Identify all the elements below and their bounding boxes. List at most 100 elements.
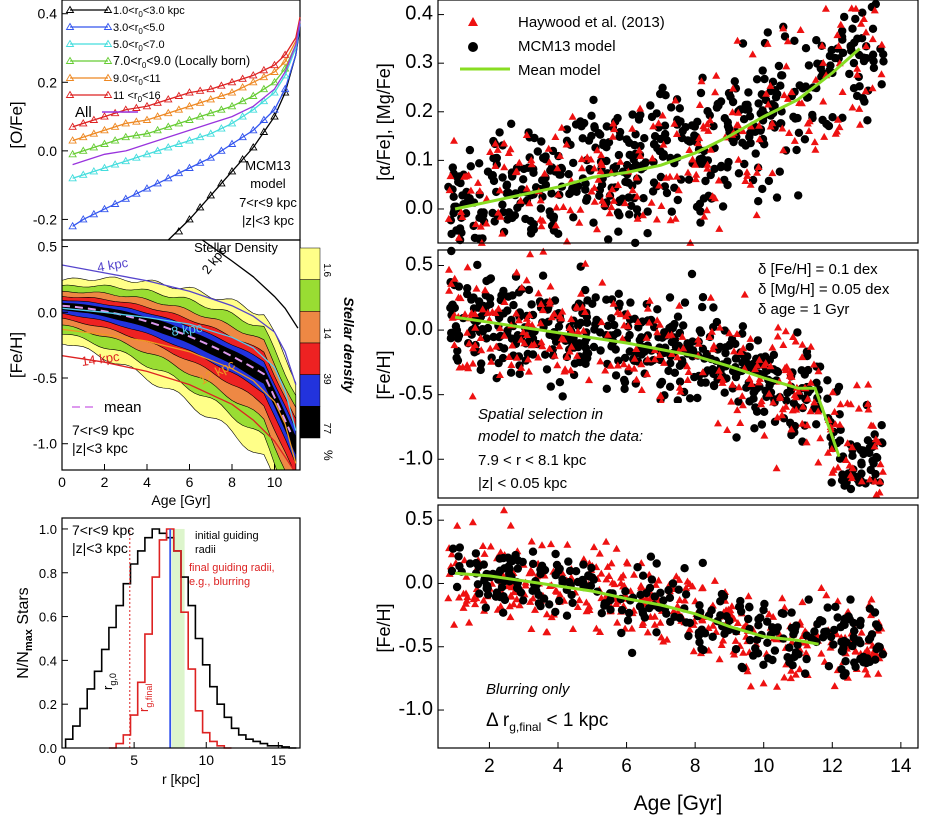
point-mcm13: [625, 347, 634, 356]
ofe-marker-5: [206, 84, 216, 93]
point-mcm13: [732, 433, 741, 442]
point-haywood: [824, 448, 832, 456]
ofe-marker-4: [185, 101, 194, 110]
point-haywood: [764, 100, 773, 108]
density-y-ticklabel-0: -1.0: [33, 436, 57, 452]
point-mcm13: [646, 101, 655, 110]
point-haywood: [602, 537, 611, 545]
ofe-marker-1: [195, 158, 205, 166]
point-mcm13: [628, 110, 637, 119]
point-mcm13: [812, 420, 821, 429]
point-haywood: [863, 670, 872, 678]
ofe-legend-rest-1: <5.0: [143, 22, 165, 34]
point-haywood: [675, 301, 684, 309]
point-haywood: [638, 211, 647, 219]
point-haywood: [655, 181, 664, 189]
ofe-legend-sub-1: 0: [138, 27, 143, 36]
ofe-marker-3: [227, 101, 237, 110]
alpha-ylabel: [α/Fe], [Mg/Fe]: [374, 63, 394, 180]
point-haywood: [857, 19, 866, 27]
ofe-marker-5: [238, 74, 247, 82]
point-haywood: [450, 341, 459, 349]
point-mcm13: [499, 553, 508, 563]
ofe-annot-line3: 7<r<9 kpc: [239, 195, 297, 210]
ofe-marker-4: [78, 132, 88, 141]
ofe-marker-1: [153, 179, 162, 187]
point-haywood: [765, 389, 774, 397]
point-haywood: [477, 238, 486, 246]
point-mcm13: [485, 300, 495, 309]
point-mcm13: [662, 136, 672, 145]
point-haywood: [552, 203, 561, 211]
colorbar-cell-2: [299, 311, 321, 344]
point-haywood: [598, 278, 607, 286]
ofe-series: [68, 16, 301, 241]
hist-y-ticklabel-5: 1.0: [39, 522, 57, 537]
colorbar-ticklabel-2: 39: [321, 373, 332, 385]
point-haywood: [832, 127, 841, 135]
point-mcm13: [758, 184, 767, 194]
density-bands: [62, 276, 297, 470]
point-haywood: [836, 400, 845, 408]
point-mcm13: [665, 382, 675, 391]
hist-legend-black-2: radii: [195, 544, 216, 556]
point-haywood: [537, 222, 546, 230]
point-haywood: [746, 122, 755, 130]
panel-feh-spatial: -1.0 -0.5 0.0 0.5 [Fe/H] δ [Fe/H] = 0.1 dex…: [374, 246, 919, 499]
point-mcm13: [738, 663, 747, 673]
ofe-annot-line4: |z|<3 kpc: [242, 213, 294, 228]
point-mcm13: [714, 101, 723, 110]
point-haywood: [592, 624, 601, 632]
hist-rgfinal-main: r: [136, 707, 151, 712]
point-haywood: [525, 199, 534, 207]
point-haywood: [450, 274, 459, 282]
ofe-annot-line2: model: [250, 176, 286, 191]
point-mcm13: [554, 322, 564, 331]
point-haywood: [643, 355, 652, 363]
point-mcm13: [683, 136, 692, 145]
point-haywood: [512, 268, 521, 276]
density-region-line1: 7<r<9 kpc: [72, 422, 134, 438]
point-mcm13: [667, 103, 676, 112]
blurring-ticks: -1.0 -0.5 0.0 0.5 2 4 6 8 10 12 14: [399, 508, 912, 777]
point-mcm13: [523, 349, 532, 359]
ofe-marker-3: [78, 146, 88, 154]
point-mcm13: [709, 381, 719, 391]
point-mcm13: [590, 123, 599, 133]
point-haywood: [618, 334, 627, 342]
point-mcm13: [492, 153, 501, 163]
point-mcm13: [473, 580, 483, 589]
ofe-marker-2: [121, 156, 131, 165]
point-haywood: [655, 351, 664, 358]
point-haywood: [563, 540, 572, 548]
point-haywood: [577, 164, 586, 172]
point-mcm13: [473, 260, 482, 270]
ofe-legend-marker-4: [65, 73, 75, 81]
point-mcm13: [595, 185, 605, 195]
ofe-y-ticklabel-1: 0.0: [38, 143, 58, 159]
point-mcm13: [760, 74, 769, 84]
point-mcm13: [734, 169, 744, 178]
scatter5-x-ticklabel-1: 4: [553, 756, 564, 777]
point-haywood: [868, 35, 877, 43]
point-haywood: [799, 402, 807, 410]
ofe-marker-2: [248, 105, 258, 113]
point-haywood: [594, 175, 603, 183]
point-mcm13: [545, 600, 554, 609]
point-mcm13: [862, 658, 871, 668]
point-haywood: [869, 421, 878, 429]
ofe-marker-5: [174, 91, 184, 99]
point-mcm13: [610, 320, 619, 330]
density-band-2: [62, 290, 297, 470]
point-mcm13: [827, 478, 836, 487]
point-haywood: [496, 548, 505, 556]
point-mcm13: [529, 220, 538, 229]
colorbar-cell-4: [299, 374, 321, 407]
ofe-marker-3: [121, 132, 131, 141]
point-haywood: [522, 276, 531, 284]
point-mcm13: [772, 193, 782, 202]
point-mcm13: [454, 177, 463, 187]
point-haywood: [753, 168, 761, 176]
point-mcm13: [869, 63, 879, 73]
point-mcm13: [466, 162, 475, 171]
